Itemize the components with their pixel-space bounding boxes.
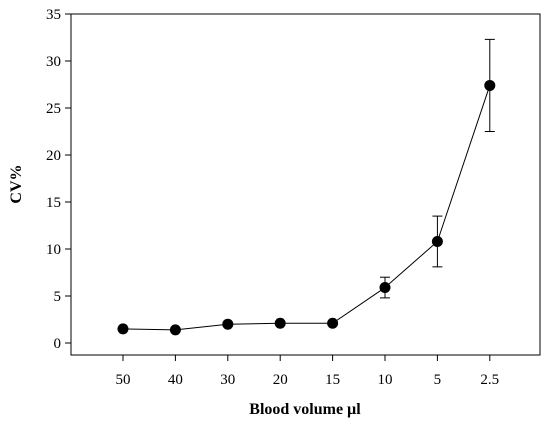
y-tick-label: 35 [46, 7, 61, 23]
x-tick-label: 10 [378, 372, 393, 388]
y-axis-title: CV% [8, 164, 25, 203]
y-tick-label: 5 [54, 289, 62, 305]
y-tick-label: 20 [46, 148, 61, 164]
series-group [117, 38, 496, 336]
series-line [122, 85, 491, 331]
y-tick-label: 25 [46, 101, 61, 117]
y-tick-label: 30 [46, 54, 61, 70]
data-point [327, 317, 339, 329]
x-tick-label: 5 [434, 372, 442, 388]
x-tick-label: 40 [168, 372, 183, 388]
x-axis-title: Blood volume µl [249, 401, 361, 418]
data-point [379, 282, 391, 294]
x-tick-label: 20 [273, 372, 288, 388]
data-point [484, 79, 496, 91]
y-axis-ticks: 0 5 10 15 20 25 30 35 [46, 7, 71, 352]
y-tick-label: 0 [54, 336, 62, 352]
x-tick-label: 15 [325, 372, 340, 388]
x-axis-ticks: 50 40 30 20 15 10 5 2.5 [116, 355, 499, 388]
x-tick-label: 2.5 [480, 372, 499, 388]
plot-frame [70, 13, 541, 356]
y-tick-label: 10 [46, 242, 61, 258]
data-point [431, 235, 443, 247]
x-tick-label: 50 [116, 372, 131, 388]
y-tick-label: 15 [46, 195, 61, 211]
data-point [222, 318, 234, 330]
data-point [169, 324, 181, 336]
x-tick-label: 30 [220, 372, 235, 388]
data-point [117, 323, 129, 335]
data-point [274, 317, 286, 329]
